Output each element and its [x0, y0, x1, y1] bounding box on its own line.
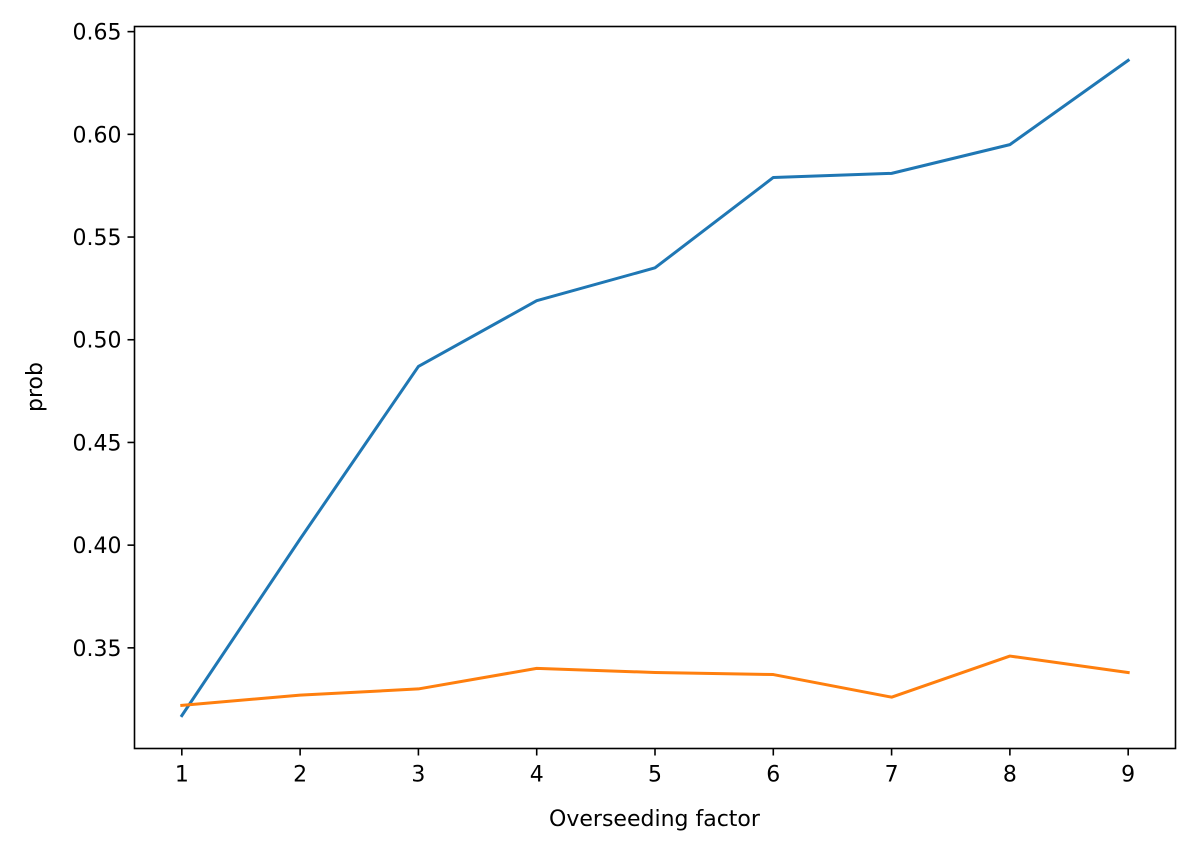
x-tick-label: 2 — [293, 763, 307, 788]
y-tick-label: 0.45 — [73, 431, 122, 456]
series-line-2 — [180, 654, 1130, 707]
series-line-1 — [179, 58, 1131, 718]
x-tick-label: 7 — [885, 763, 899, 788]
x-axis-ticks: 1 2 3 4 5 6 7 8 9 — [175, 748, 1135, 788]
x-tick-label: 8 — [1003, 763, 1017, 788]
x-tick-label: 5 — [648, 763, 662, 788]
y-tick-label: 0.65 — [73, 21, 122, 46]
x-tick-label: 9 — [1121, 763, 1135, 788]
y-tick-label: 0.60 — [73, 123, 122, 148]
x-tick-label: 4 — [530, 763, 544, 788]
y-tick-label: 0.35 — [73, 637, 122, 662]
y-tick-label: 0.55 — [73, 226, 122, 251]
y-tick-label: 0.40 — [73, 534, 122, 559]
y-tick-label: 0.50 — [73, 329, 122, 354]
x-axis-label: Overseeding factor — [549, 807, 761, 832]
plot-lines — [179, 58, 1131, 718]
x-tick-label: 1 — [175, 763, 189, 788]
y-axis-label: prob — [23, 362, 48, 412]
x-tick-label: 3 — [411, 763, 425, 788]
x-tick-label: 6 — [766, 763, 780, 788]
y-axis-ticks: 0.35 0.40 0.45 0.50 0.55 0.60 0.65 — [73, 21, 135, 662]
